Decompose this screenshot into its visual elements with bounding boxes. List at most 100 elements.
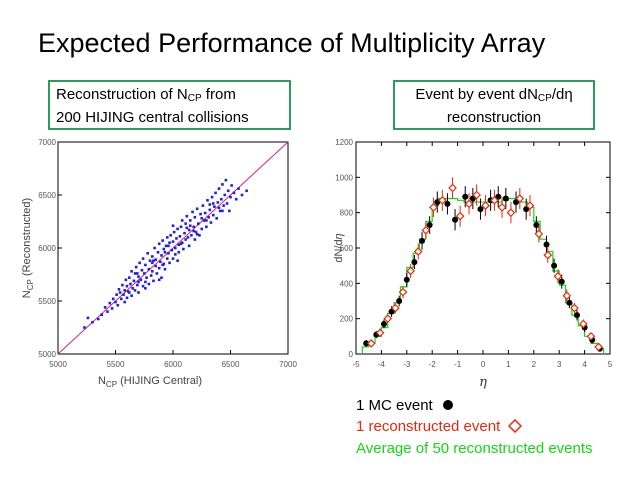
scatter-point	[83, 326, 86, 329]
scatter-point	[176, 227, 179, 231]
scatter-point	[139, 278, 143, 282]
mc-point	[533, 222, 540, 229]
scatter-point	[185, 226, 189, 230]
scatter-point	[103, 306, 107, 309]
mc-point	[502, 195, 509, 202]
scatter-point	[141, 284, 145, 288]
scatter-point	[154, 264, 158, 268]
reco-point	[472, 190, 481, 200]
dndeta-x-axis-label: η	[479, 375, 487, 390]
scatter-y-tick-label: 5500	[38, 297, 56, 306]
scatter-caption-line2: 200 HIJING central collisions	[56, 109, 249, 126]
mc-point	[403, 276, 410, 283]
dndeta-y-tick-label: 400	[340, 279, 354, 288]
scatter-point	[188, 219, 192, 222]
dndeta-y-tick-label: 1200	[335, 138, 353, 147]
scatter-point	[185, 214, 189, 218]
scatter-point	[211, 202, 215, 205]
scatter-point	[123, 300, 126, 304]
scatter-point	[171, 240, 175, 243]
mc-point	[566, 299, 573, 306]
reco-point	[413, 247, 423, 256]
scatter-point	[234, 197, 238, 201]
mc-point	[396, 298, 403, 304]
scatter-diagonal-line	[57, 141, 289, 355]
legend-mc-label: 1 MC event	[356, 397, 433, 414]
scatter-point	[194, 230, 198, 234]
scatter-point	[161, 239, 164, 242]
scatter-point	[121, 283, 124, 287]
scatter-point	[215, 217, 218, 220]
reco-point	[506, 208, 516, 218]
scatter-x-tick-label: 7000	[279, 360, 297, 369]
scatter-point	[198, 233, 201, 237]
mc-point	[551, 262, 558, 269]
scatter-point	[146, 252, 149, 255]
scatter-point	[144, 263, 147, 267]
scatter-point	[171, 224, 175, 228]
scatter-point	[200, 227, 204, 231]
reco-point	[570, 303, 579, 313]
scatter-point	[184, 222, 187, 225]
scatter-point	[240, 193, 244, 197]
scatter-point	[137, 275, 140, 278]
scatter-point	[176, 259, 179, 263]
scatter-point	[125, 284, 129, 288]
scatter-point	[205, 225, 208, 229]
scatter-point	[177, 250, 181, 254]
scatter-caption-box: Reconstruction of NCP from 200 HIJING ce…	[48, 80, 291, 130]
scatter-point	[167, 252, 170, 255]
dndeta-x-tick-label: -4	[378, 360, 386, 369]
legend-reco-label: 1 reconstructed event	[356, 418, 501, 435]
scatter-point	[229, 195, 232, 199]
scatter-point	[203, 211, 207, 215]
scatter-point	[96, 317, 100, 321]
reco-point	[391, 303, 400, 313]
scatter-point	[221, 209, 224, 213]
scatter-point	[186, 236, 190, 239]
scatter-point	[117, 288, 121, 291]
scatter-point	[91, 320, 94, 324]
scatter-point	[157, 278, 161, 282]
scatter-y-tick-label: 6000	[38, 244, 56, 253]
scatter-point	[169, 233, 172, 237]
reco-point	[578, 319, 588, 329]
scatter-point	[232, 191, 236, 195]
reco-point	[490, 195, 499, 205]
scatter-x-tick-label: 6500	[222, 360, 240, 369]
scatter-point	[147, 267, 151, 271]
scatter-point	[192, 229, 195, 233]
reco-point	[421, 225, 431, 235]
reco-point	[448, 183, 457, 193]
scatter-point	[193, 215, 197, 219]
scatter-point	[114, 300, 117, 304]
scatter-point	[195, 207, 199, 211]
scatter-point	[152, 279, 155, 283]
scatter-point	[206, 199, 209, 202]
mc-point	[462, 193, 469, 200]
reco-point	[594, 342, 603, 352]
scatter-point	[213, 205, 216, 208]
scatter-point	[165, 257, 169, 260]
scatter-point	[157, 242, 161, 246]
scatter-point	[138, 261, 141, 265]
dndeta-y-axis-label: dN/dη	[333, 233, 345, 262]
scatter-x-tick-label: 6000	[164, 360, 182, 369]
reco-point	[455, 211, 465, 221]
mc-point	[543, 241, 550, 248]
dndeta-x-tick-label: 2	[532, 360, 537, 369]
reco-point	[406, 266, 415, 276]
scatter-point	[200, 217, 204, 220]
scatter-point	[218, 209, 222, 213]
scatter-point	[207, 215, 210, 219]
scatter-point	[130, 294, 133, 297]
scatter-point	[182, 247, 185, 251]
scatter-point	[188, 224, 192, 228]
scatter-point	[131, 286, 135, 290]
scatter-point	[133, 272, 137, 275]
scatter-point	[168, 241, 171, 244]
scatter-point	[224, 178, 228, 182]
scatter-point	[163, 267, 167, 271]
reco-point	[366, 339, 376, 348]
scatter-point	[154, 258, 158, 261]
